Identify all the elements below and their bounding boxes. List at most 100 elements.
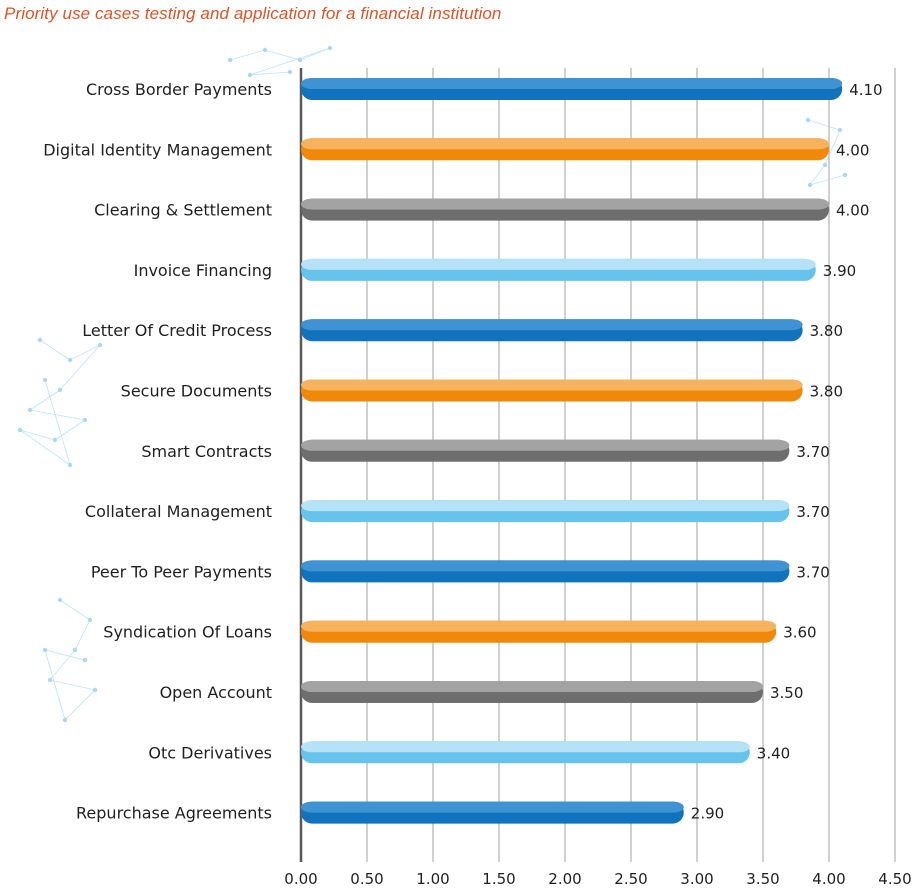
category-label: Invoice Financing bbox=[134, 261, 272, 280]
network-line bbox=[249, 71, 291, 76]
category-label: Letter Of Credit Process bbox=[82, 321, 272, 340]
network-node bbox=[42, 647, 48, 653]
network-node bbox=[17, 427, 23, 433]
category-label: Syndication Of Loans bbox=[103, 623, 272, 642]
network-line bbox=[69, 344, 101, 361]
bar-highlight bbox=[301, 439, 790, 451]
network-node bbox=[97, 342, 103, 348]
network-node bbox=[82, 657, 88, 663]
network-node bbox=[82, 417, 88, 423]
x-tick-label: 2.50 bbox=[614, 870, 647, 888]
bar-highlight bbox=[301, 258, 816, 270]
bar bbox=[301, 741, 750, 764]
value-label: 3.70 bbox=[796, 563, 829, 581]
network-line bbox=[29, 409, 86, 421]
network-line bbox=[809, 164, 826, 186]
x-tick-label: 4.00 bbox=[812, 870, 845, 888]
network-node bbox=[247, 72, 253, 78]
network-node bbox=[57, 597, 63, 603]
network-line bbox=[39, 339, 71, 361]
bar bbox=[301, 560, 790, 583]
network-node bbox=[837, 127, 843, 133]
network-node bbox=[805, 117, 811, 123]
network-node bbox=[52, 437, 58, 443]
value-label: 3.70 bbox=[796, 503, 829, 521]
network-line bbox=[59, 599, 91, 621]
x-tick-label: 3.00 bbox=[680, 870, 713, 888]
value-label: 3.60 bbox=[783, 624, 816, 642]
network-line bbox=[229, 49, 266, 61]
network-line bbox=[44, 379, 71, 466]
bar-highlight bbox=[301, 379, 803, 391]
x-tick-label: 3.50 bbox=[746, 870, 779, 888]
category-label: Otc Derivatives bbox=[148, 743, 272, 762]
x-tick-label: 2.00 bbox=[548, 870, 581, 888]
category-label: Peer To Peer Payments bbox=[91, 562, 272, 581]
bar-highlight bbox=[301, 198, 829, 210]
bar bbox=[301, 319, 803, 342]
network-node bbox=[822, 162, 828, 168]
value-label: 3.70 bbox=[796, 443, 829, 461]
network-node bbox=[92, 687, 98, 693]
bar-highlight bbox=[301, 560, 790, 572]
network-line bbox=[19, 429, 56, 441]
category-labels: Cross Border Payments Digital Identity Ma… bbox=[43, 80, 272, 823]
value-label: 3.80 bbox=[810, 383, 843, 401]
value-label: 4.00 bbox=[836, 202, 869, 220]
network-node bbox=[72, 647, 78, 653]
network-node bbox=[807, 182, 813, 188]
value-label: 2.90 bbox=[691, 805, 724, 823]
network-node bbox=[47, 677, 53, 683]
bar bbox=[301, 801, 684, 824]
network-line bbox=[54, 419, 86, 441]
bar bbox=[301, 681, 763, 703]
network-line bbox=[64, 689, 96, 721]
network-line bbox=[19, 429, 71, 466]
x-tick-label: 0.00 bbox=[284, 870, 317, 888]
category-label: Digital Identity Management bbox=[43, 140, 272, 159]
x-tick-label: 0.50 bbox=[350, 870, 383, 888]
value-label: 3.80 bbox=[810, 322, 843, 340]
bar-highlight bbox=[301, 681, 763, 692]
network-line bbox=[49, 649, 76, 681]
category-label: Secure Documents bbox=[121, 382, 272, 401]
network-node bbox=[37, 337, 43, 343]
network-node bbox=[27, 407, 33, 413]
network-node bbox=[67, 462, 73, 468]
bar bbox=[301, 379, 803, 402]
network-node bbox=[87, 617, 93, 623]
bar bbox=[301, 78, 843, 100]
x-tick-label: 4.50 bbox=[878, 870, 911, 888]
network-node bbox=[842, 172, 848, 178]
category-label: Clearing & Settlement bbox=[94, 201, 272, 220]
network-line bbox=[809, 174, 846, 186]
network-node bbox=[42, 377, 48, 383]
bar-highlight bbox=[301, 78, 843, 89]
bar bbox=[301, 138, 829, 161]
value-label: 3.50 bbox=[770, 684, 803, 702]
category-label: Collateral Management bbox=[85, 502, 272, 521]
network-line bbox=[29, 389, 61, 411]
value-label: 3.40 bbox=[757, 744, 790, 762]
bar-highlight bbox=[301, 620, 777, 632]
bar-highlight bbox=[301, 500, 790, 512]
network-node bbox=[262, 47, 268, 53]
network-line bbox=[59, 344, 101, 391]
bar-highlight bbox=[301, 801, 684, 813]
value-label: 4.10 bbox=[849, 81, 882, 99]
network-node bbox=[297, 57, 303, 63]
value-labels: 4.10 4.00 4.00 3.90 3.80 3.80 3.70 3.70 3.70 3.60… bbox=[691, 81, 883, 823]
bar bbox=[301, 620, 777, 643]
network-line bbox=[74, 619, 91, 651]
category-label: Open Account bbox=[160, 683, 272, 702]
bars bbox=[301, 78, 843, 824]
bar bbox=[301, 198, 829, 221]
category-label: Smart Contracts bbox=[141, 442, 272, 461]
bar-highlight bbox=[301, 741, 750, 753]
category-label: Cross Border Payments bbox=[86, 80, 272, 99]
network-line bbox=[824, 129, 841, 166]
chart-title: Priority use cases testing and applicati… bbox=[4, 4, 502, 23]
network-line bbox=[44, 649, 86, 661]
network-node bbox=[327, 45, 333, 51]
